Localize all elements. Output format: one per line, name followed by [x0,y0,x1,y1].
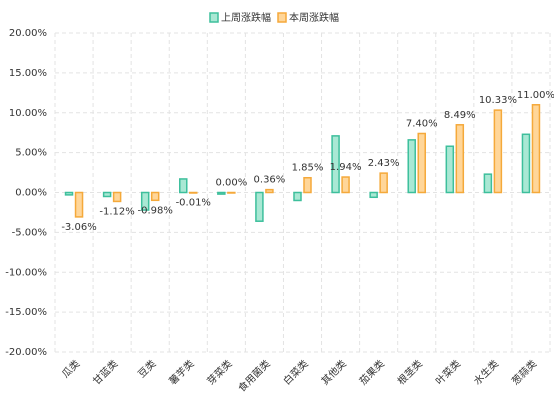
x-tick-label: 白菜类 [280,357,310,387]
value-label: 7.40% [406,118,438,129]
bar [74,191,84,218]
x-tick-label: 甘蓝类 [90,357,120,387]
x-tick-label: 豆类 [135,357,158,380]
x-tick-label: 其他类 [318,357,348,387]
y-tick-label: 20.00% [9,28,47,39]
bar [303,176,312,194]
legend-swatch [277,12,287,23]
y-tick-label: 15.00% [9,68,47,79]
x-tick-label: 水生类 [471,357,501,387]
bar [189,191,198,194]
bar [217,191,226,195]
value-label: -0.98% [137,205,172,216]
x-tick-label: 葱蒜类 [509,357,539,387]
legend-label: 上周涨跌幅 [221,11,271,24]
bar [331,135,340,194]
value-label: -1.12% [99,206,134,217]
value-label: 1.85% [292,163,324,174]
bar [255,191,264,222]
value-label: 2.43% [368,158,400,169]
bar [179,178,188,194]
bar [531,104,541,194]
bar [102,191,112,198]
x-tick-label: 薯芋类 [166,357,196,387]
value-label: 11.00% [517,90,554,101]
y-tick-label: -10.00% [5,267,47,278]
value-label: -3.06% [61,222,96,233]
bar [407,139,416,194]
x-tick-label: 茄果类 [356,357,386,387]
value-label: 8.49% [444,110,476,121]
x-tick-label: 叶菜类 [433,357,463,387]
value-label: 0.36% [254,175,286,186]
x-tick-label: 根茎类 [395,357,425,387]
value-label: 10.33% [479,95,517,106]
value-label: 1.94% [330,162,362,173]
x-tick-label: 芽菜类 [204,357,234,387]
bar [227,191,236,194]
bar [265,188,274,194]
y-tick-label: 5.00% [15,148,47,159]
bar [455,124,465,194]
x-tick-label: 食用菌类 [235,357,272,394]
bar [150,191,160,202]
x-tick-label: 瓜类 [59,357,82,380]
bar [521,133,531,194]
bar [293,191,302,202]
y-tick-label: -20.00% [5,347,47,358]
y-tick-label: -15.00% [5,307,47,318]
bar [64,191,74,196]
bar [140,191,150,211]
legend-label: 本周涨跌幅 [289,11,339,24]
legend-swatch [209,12,219,23]
bar [341,176,350,194]
bar [112,191,122,203]
y-tick-label: 10.00% [9,108,47,119]
bar [493,109,503,194]
value-label: 0.00% [215,178,247,189]
y-tick-label: -5.00% [12,227,47,238]
y-tick-label: 0.00% [15,188,47,199]
bar [445,145,455,194]
bar [483,173,493,194]
bar [369,191,378,199]
bar [417,132,426,194]
bar [379,172,388,194]
value-label: -0.01% [176,198,211,209]
